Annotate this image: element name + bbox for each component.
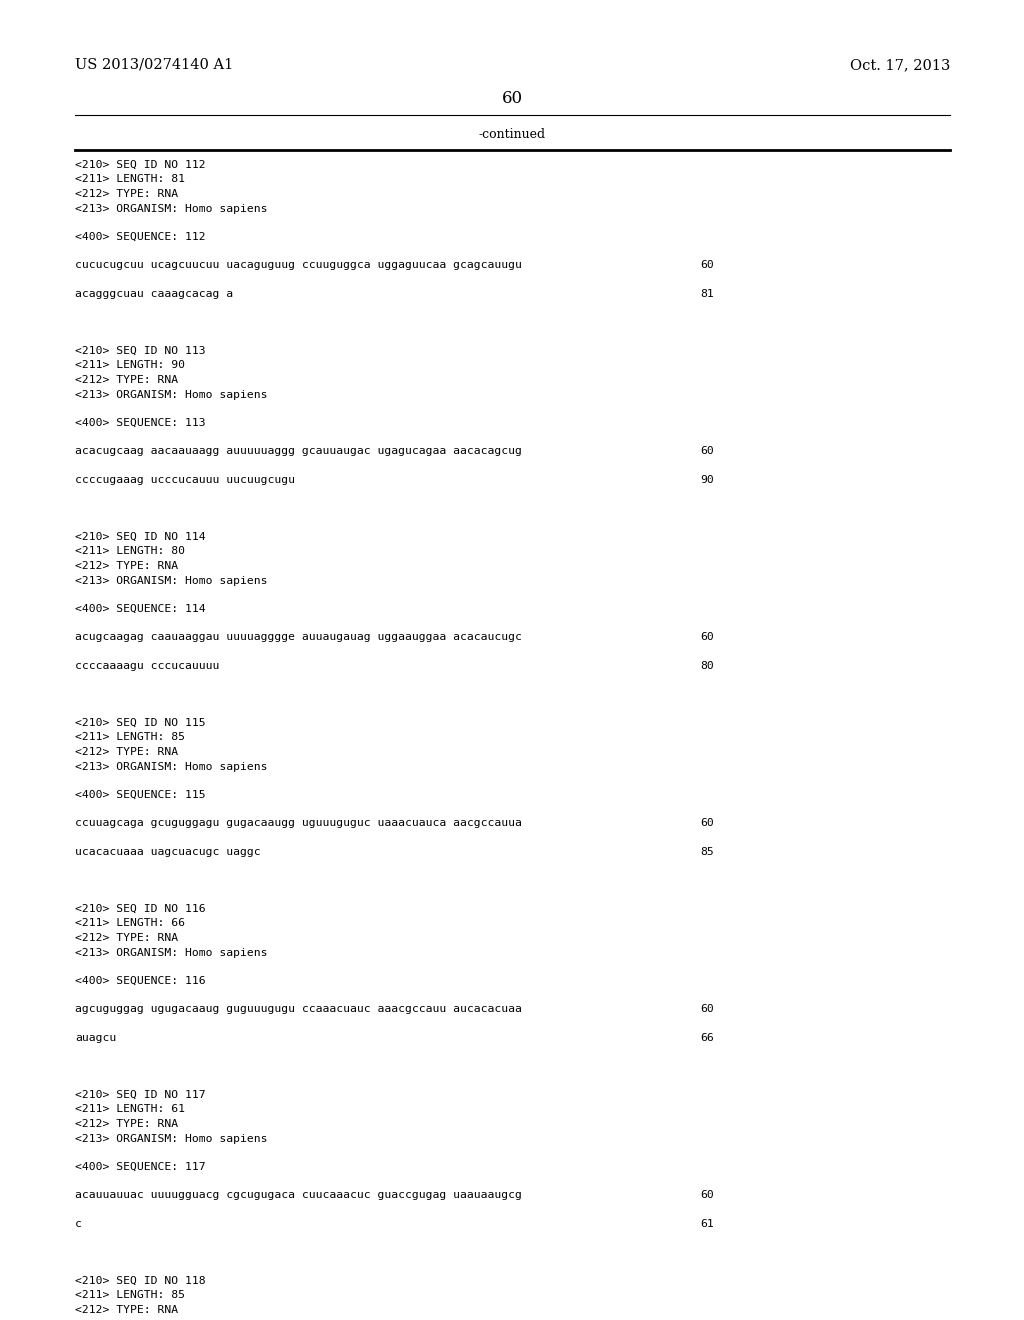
Text: <210> SEQ ID NO 116: <210> SEQ ID NO 116 [75,904,206,913]
Text: <213> ORGANISM: Homo sapiens: <213> ORGANISM: Homo sapiens [75,1134,267,1143]
Text: 60: 60 [700,446,714,457]
Text: acauuauuac uuuugguacg cgcugugaca cuucaaacuc guaccgugag uaauaaugcg: acauuauuac uuuugguacg cgcugugaca cuucaaa… [75,1191,522,1200]
Text: <211> LENGTH: 81: <211> LENGTH: 81 [75,174,185,185]
Text: <210> SEQ ID NO 117: <210> SEQ ID NO 117 [75,1090,206,1100]
Text: <400> SEQUENCE: 112: <400> SEQUENCE: 112 [75,232,206,242]
Text: ccuuagcaga gcuguggagu gugacaaugg uguuuguguc uaaacuauca aacgccauua: ccuuagcaga gcuguggagu gugacaaugg uguuugu… [75,818,522,829]
Text: <400> SEQUENCE: 113: <400> SEQUENCE: 113 [75,418,206,428]
Text: <210> SEQ ID NO 115: <210> SEQ ID NO 115 [75,718,206,729]
Text: 90: 90 [700,475,714,484]
Text: ccccaaaagu cccucauuuu: ccccaaaagu cccucauuuu [75,661,219,671]
Text: <210> SEQ ID NO 114: <210> SEQ ID NO 114 [75,532,206,543]
Text: <211> LENGTH: 90: <211> LENGTH: 90 [75,360,185,371]
Text: <213> ORGANISM: Homo sapiens: <213> ORGANISM: Homo sapiens [75,203,267,214]
Text: <212> TYPE: RNA: <212> TYPE: RNA [75,747,178,756]
Text: 61: 61 [700,1218,714,1229]
Text: <213> ORGANISM: Homo sapiens: <213> ORGANISM: Homo sapiens [75,948,267,957]
Text: 60: 60 [700,818,714,829]
Text: 60: 60 [700,632,714,643]
Text: Oct. 17, 2013: Oct. 17, 2013 [850,58,950,73]
Text: acugcaagag caauaaggau uuuuagggge auuaugauag uggaauggaa acacaucugc: acugcaagag caauaaggau uuuuagggge auuauga… [75,632,522,643]
Text: acacugcaag aacaauaagg auuuuuaggg gcauuaugac ugagucagaa aacacagcug: acacugcaag aacaauaagg auuuuuaggg gcauuau… [75,446,522,457]
Text: <213> ORGANISM: Homo sapiens: <213> ORGANISM: Homo sapiens [75,762,267,771]
Text: <210> SEQ ID NO 112: <210> SEQ ID NO 112 [75,160,206,170]
Text: <212> TYPE: RNA: <212> TYPE: RNA [75,189,178,199]
Text: c: c [75,1218,82,1229]
Text: <211> LENGTH: 61: <211> LENGTH: 61 [75,1105,185,1114]
Text: acagggcuau caaagcacag a: acagggcuau caaagcacag a [75,289,233,300]
Text: 60: 60 [700,1191,714,1200]
Text: -continued: -continued [478,128,546,141]
Text: <212> TYPE: RNA: <212> TYPE: RNA [75,1305,178,1315]
Text: 81: 81 [700,289,714,300]
Text: <400> SEQUENCE: 114: <400> SEQUENCE: 114 [75,605,206,614]
Text: 66: 66 [700,1034,714,1043]
Text: 60: 60 [700,1005,714,1015]
Text: <212> TYPE: RNA: <212> TYPE: RNA [75,375,178,385]
Text: 85: 85 [700,847,714,857]
Text: cucucugcuu ucagcuucuu uacaguguug ccuuguggca uggaguucaa gcagcauugu: cucucugcuu ucagcuucuu uacaguguug ccuugug… [75,260,522,271]
Text: <400> SEQUENCE: 117: <400> SEQUENCE: 117 [75,1162,206,1172]
Text: US 2013/0274140 A1: US 2013/0274140 A1 [75,58,233,73]
Text: <211> LENGTH: 80: <211> LENGTH: 80 [75,546,185,557]
Text: <211> LENGTH: 85: <211> LENGTH: 85 [75,733,185,742]
Text: 60: 60 [502,90,522,107]
Text: <212> TYPE: RNA: <212> TYPE: RNA [75,1119,178,1129]
Text: 80: 80 [700,661,714,671]
Text: <210> SEQ ID NO 113: <210> SEQ ID NO 113 [75,346,206,356]
Text: 60: 60 [700,260,714,271]
Text: <213> ORGANISM: Homo sapiens: <213> ORGANISM: Homo sapiens [75,576,267,586]
Text: <400> SEQUENCE: 116: <400> SEQUENCE: 116 [75,975,206,986]
Text: auagcu: auagcu [75,1034,117,1043]
Text: <212> TYPE: RNA: <212> TYPE: RNA [75,933,178,942]
Text: agcuguggag ugugacaaug guguuugugu ccaaacuauc aaacgccauu aucacacuaa: agcuguggag ugugacaaug guguuugugu ccaaacu… [75,1005,522,1015]
Text: <400> SEQUENCE: 115: <400> SEQUENCE: 115 [75,789,206,800]
Text: <210> SEQ ID NO 118: <210> SEQ ID NO 118 [75,1276,206,1286]
Text: <212> TYPE: RNA: <212> TYPE: RNA [75,561,178,572]
Text: ucacacuaaa uagcuacugc uaggc: ucacacuaaa uagcuacugc uaggc [75,847,261,857]
Text: ccccugaaag ucccucauuu uucuugcugu: ccccugaaag ucccucauuu uucuugcugu [75,475,295,484]
Text: <211> LENGTH: 85: <211> LENGTH: 85 [75,1291,185,1300]
Text: <213> ORGANISM: Homo sapiens: <213> ORGANISM: Homo sapiens [75,389,267,400]
Text: <211> LENGTH: 66: <211> LENGTH: 66 [75,919,185,928]
